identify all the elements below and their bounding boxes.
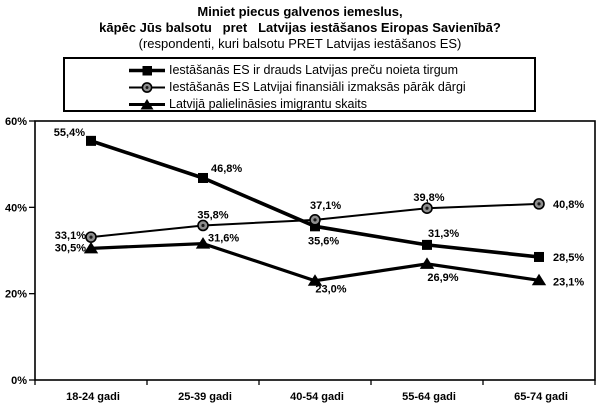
data-labels-triangle: 30,5% 31,6% 23,0% 26,9% 23,1% [55,233,585,296]
plot-border [34,120,596,381]
chart-title-line1: Miniet piecus galvenos iemeslus, [197,4,403,19]
x-tick-label: 65-74 gadi [514,391,568,403]
data-label: 30,5% [55,242,86,254]
data-label: 35,6% [308,235,339,247]
y-tick-label: 40% [5,202,27,214]
square-marker-icon [129,66,165,76]
data-label: 46,8% [211,163,242,175]
legend-item-immigrants: Latvijā palielināsies imigrantu skaits [128,96,534,113]
x-tick-label: 40-54 gadi [290,391,344,403]
y-tick-label: 60% [5,116,27,128]
legend-item-financial-cost: Iestāšanās ES Latvijai finansiāli izmaks… [128,79,534,96]
data-label: 33,1% [55,230,86,242]
chart-legend: Iestāšanās ES ir drauds Latvijas preču n… [63,57,536,112]
y-tick-label: 20% [5,289,27,301]
circle-marker-icon [129,82,165,93]
data-label: 28,5% [553,252,584,264]
x-axis: 18-24 gadi 25-39 gadi 40-54 gadi 55-64 gadi… [34,380,596,403]
y-tick-label: 0% [11,375,27,387]
legend-label-financial-cost: Iestāšanās ES Latvijai finansiāli izmaks… [169,80,466,94]
data-label: 31,6% [208,233,239,245]
x-tick-label: 18-24 gadi [66,391,120,403]
chart-subtitle: (respondenti, kuri balsotu PRET Latvijas… [138,36,462,51]
x-tick-label: 25-39 gadi [178,391,232,403]
data-label: 35,8% [197,209,228,221]
data-label: 40,8% [553,199,584,211]
data-label: 55,4% [54,127,85,139]
data-label: 26,9% [427,272,458,284]
chart-title-block: Miniet piecus galvenos iemeslus, kāpēc J… [0,4,600,52]
data-labels-circle: 33,1% 35,8% 37,1% 39,8% 40,8% [55,192,585,242]
legend-label-goods-market: Iestāšanās ES ir drauds Latvijas preču n… [169,63,459,77]
legend-item-goods-market: Iestāšanās ES ir drauds Latvijas preču n… [128,62,534,79]
legend-label-immigrants: Latvijā palielināsies imigrantu skaits [169,97,368,111]
chart-title-line2: kāpēc Jūs balsotu pret Latvijas iestāšan… [99,20,501,35]
data-label: 37,1% [310,200,341,212]
data-labels-square: 55,4% 46,8% 35,6% 31,3% 28,5% [54,127,585,264]
series-markers-circle [85,198,545,243]
y-axis: 0% 20% 40% 60% [5,116,35,387]
series-markers-triangle [83,237,547,286]
x-tick-label: 55-64 gadi [402,391,456,403]
series-markers-square [86,135,544,262]
data-label: 23,1% [553,276,584,288]
triangle-marker-icon [129,99,165,110]
data-label: 39,8% [413,192,444,204]
data-label: 23,0% [315,284,346,296]
data-label: 31,3% [428,228,459,240]
